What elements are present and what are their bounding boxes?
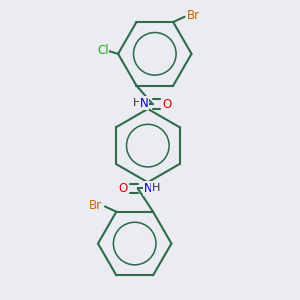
Text: N: N [140,97,148,110]
Text: Cl: Cl [97,44,109,57]
Text: Br: Br [89,199,102,212]
Text: O: O [119,182,128,195]
Text: O: O [162,98,172,111]
Text: Br: Br [187,9,200,22]
Text: N: N [144,182,153,195]
Text: H: H [152,184,160,194]
Text: H: H [133,98,142,108]
